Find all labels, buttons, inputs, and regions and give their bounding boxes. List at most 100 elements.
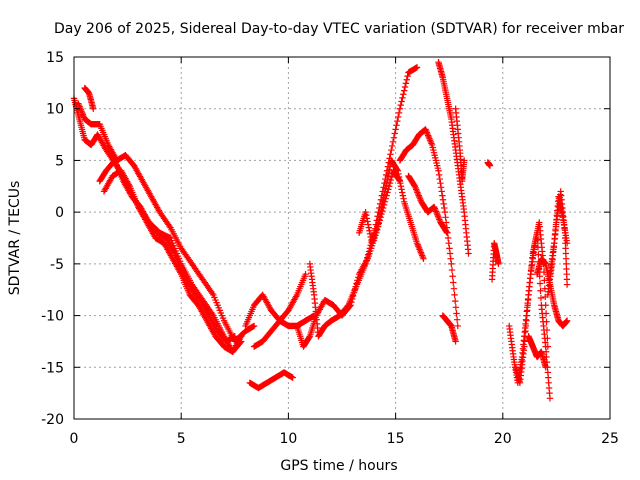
data-point: [400, 87, 408, 94]
series-track-n: [435, 58, 472, 257]
data-point: [237, 339, 244, 346]
data-point: [542, 364, 549, 371]
data-point: [382, 182, 390, 189]
data-point: [453, 316, 461, 323]
data-point: [449, 273, 456, 280]
series-track-m: [405, 172, 451, 237]
data-point: [364, 221, 372, 228]
data-point: [437, 179, 444, 187]
data-point: [398, 186, 405, 193]
data-point: [384, 175, 391, 183]
data-point: [452, 338, 459, 345]
data-point: [394, 167, 401, 174]
data-point: [381, 188, 389, 195]
series-track-b: [75, 100, 258, 345]
data-point: [363, 257, 370, 264]
data-point: [395, 173, 403, 181]
data-point: [377, 209, 384, 217]
x-axis-label: GPS time / hours: [280, 458, 397, 474]
data-point: [238, 338, 245, 345]
data-point: [486, 162, 494, 169]
series-track-t: [512, 229, 554, 402]
data-point: [401, 83, 409, 91]
data-point: [403, 76, 410, 83]
x-tick-label: 25: [601, 431, 619, 447]
data-point: [387, 151, 394, 158]
data-point: [446, 250, 454, 257]
data-point: [382, 185, 389, 192]
data-point: [364, 254, 371, 261]
data-point: [385, 169, 392, 177]
y-tick-label: 10: [46, 102, 64, 118]
data-point: [398, 98, 405, 105]
data-point: [404, 72, 411, 80]
data-point: [389, 138, 397, 146]
data-point: [440, 200, 447, 208]
data-point: [399, 192, 407, 199]
data-point: [439, 192, 446, 199]
data-point: [393, 166, 401, 173]
data-point: [537, 287, 544, 294]
data-point: [363, 212, 370, 219]
data-point: [442, 219, 450, 226]
series-track-x: [546, 193, 571, 278]
data-point: [363, 215, 371, 222]
data-point: [452, 304, 460, 311]
y-tick-label: -10: [41, 309, 64, 325]
data-point: [402, 80, 410, 87]
y-tick-label: -15: [41, 360, 64, 376]
x-tick-label: 0: [70, 431, 79, 447]
data-point: [305, 334, 313, 341]
data-point: [563, 239, 571, 247]
data-point: [377, 206, 385, 214]
data-point: [90, 105, 97, 112]
data-point: [399, 94, 406, 102]
data-point: [453, 310, 460, 317]
data-point: [444, 234, 452, 242]
data-point: [437, 184, 445, 191]
series-track-u: [525, 333, 549, 371]
data-point: [231, 333, 238, 340]
data-point: [535, 251, 542, 258]
data-point: [537, 294, 545, 302]
x-tick-label: 20: [494, 431, 512, 447]
data-point: [380, 194, 387, 201]
data-point: [465, 250, 472, 257]
data-point: [375, 216, 383, 223]
data-point: [366, 227, 373, 234]
data-point: [436, 175, 443, 183]
series-track-r: [488, 239, 502, 283]
data-point: [435, 167, 442, 174]
data-point: [376, 213, 383, 220]
data-point: [397, 179, 404, 187]
data-point: [400, 195, 407, 202]
x-tick-label: 5: [177, 431, 186, 447]
series-track-h: [246, 369, 296, 392]
data-point: [450, 285, 458, 292]
data-point: [536, 280, 544, 287]
data-point: [365, 248, 373, 255]
data-point: [435, 171, 443, 179]
data-point: [379, 200, 386, 208]
data-point: [388, 146, 395, 154]
data-point: [448, 260, 455, 268]
series-track-k: [355, 157, 427, 262]
axis-ticks: 0 5 10 15 20 25 -20 -15 -10 -5 0 5 10 15: [41, 50, 619, 447]
data-point: [364, 218, 371, 225]
y-tick-label: -20: [41, 412, 64, 428]
y-tick-label: -5: [50, 257, 64, 273]
series-track-o: [452, 105, 468, 185]
data-point: [364, 251, 372, 258]
data-point: [385, 183, 393, 190]
data-point: [388, 173, 395, 181]
data-point: [362, 208, 369, 216]
data-point: [399, 189, 406, 196]
data-point: [413, 64, 421, 71]
series-track-p: [439, 312, 459, 345]
data-point: [375, 219, 382, 226]
data-point: [461, 157, 468, 164]
data-point: [448, 266, 456, 274]
data-point: [381, 191, 388, 198]
data-point: [392, 126, 399, 133]
